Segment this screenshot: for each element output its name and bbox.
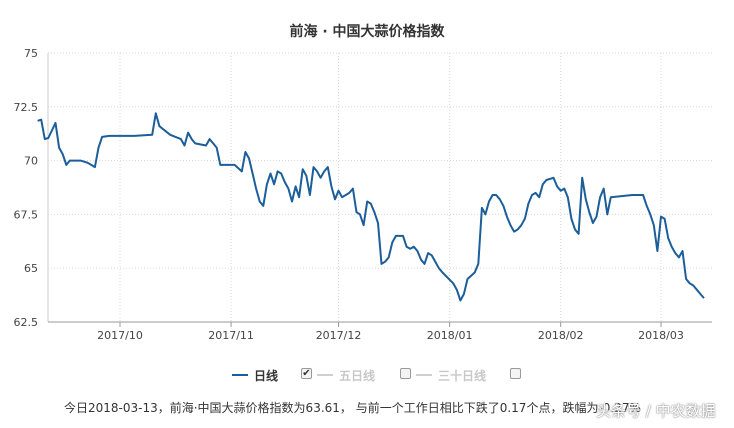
y-tick-label: 72.5 bbox=[14, 101, 39, 114]
y-axis: 62.5 65 67.5 70 72.5 75 bbox=[14, 47, 39, 329]
x-axis: 2017/10 2017/11 2017/12 2018/01 2018/02 2018/… bbox=[97, 322, 684, 342]
legend: 日线 ✔ 五日线 三十日线 bbox=[0, 364, 734, 386]
grid bbox=[47, 52, 712, 323]
x-tick-label: 2018/03 bbox=[638, 329, 684, 342]
x-tick-label: 2018/02 bbox=[538, 329, 584, 342]
y-tick-label: 75 bbox=[24, 47, 38, 60]
y-tick-label: 65 bbox=[24, 262, 38, 275]
x-tick-label: 2017/11 bbox=[208, 329, 254, 342]
legend-item-30day[interactable]: 三十日线 bbox=[416, 364, 486, 386]
x-tick-label: 2017/10 bbox=[97, 329, 143, 342]
legend-swatch-30day bbox=[416, 374, 432, 376]
series-line-daily bbox=[37, 112, 705, 302]
legend-label-30day: 三十日线 bbox=[438, 368, 487, 383]
y-tick-label: 67.5 bbox=[14, 208, 39, 221]
y-tick-label: 62.5 bbox=[14, 316, 39, 329]
y-tick-label: 70 bbox=[24, 155, 38, 168]
legend-swatch-daily bbox=[232, 374, 248, 376]
checkbox-5day[interactable] bbox=[400, 368, 411, 379]
legend-swatch-5day bbox=[317, 374, 333, 376]
legend-item-daily[interactable]: 日线 bbox=[232, 364, 278, 386]
series-group bbox=[37, 112, 705, 302]
legend-label-daily: 日线 bbox=[254, 368, 279, 383]
legend-label-5day: 五日线 bbox=[339, 368, 376, 383]
x-tick-label: 2017/12 bbox=[316, 329, 362, 342]
watermark: 头条号 / 中农数据 bbox=[596, 402, 716, 420]
summary-text: 今日2018-03-13，前海·中国大蒜价格指数为63.61， 与前一个工作日相… bbox=[64, 401, 641, 415]
checkbox-30day[interactable] bbox=[510, 368, 521, 379]
legend-item-5day[interactable]: 五日线 bbox=[317, 364, 375, 386]
chart-title: 前海 · 中国大蒜价格指数 bbox=[289, 23, 445, 40]
x-tick-label: 2018/01 bbox=[427, 329, 473, 342]
checkbox-daily[interactable]: ✔ bbox=[301, 368, 312, 379]
